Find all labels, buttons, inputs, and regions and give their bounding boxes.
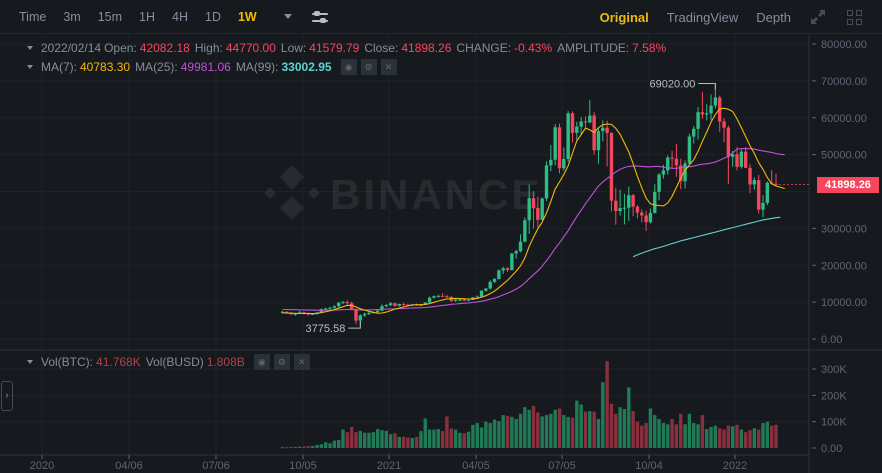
close-label: Close: — [364, 41, 399, 55]
grid-icon[interactable] — [847, 9, 862, 25]
interval-1w[interactable]: 1W — [237, 9, 257, 24]
interval-selector: Time 3m 15m 1H 4H 1D 1W — [0, 10, 328, 24]
svg-text:2022: 2022 — [723, 460, 747, 472]
ma25-value: 49981.06 — [180, 60, 231, 74]
ma99-label: MA(99): — [235, 60, 279, 74]
caret-down-icon[interactable] — [283, 14, 292, 19]
view-tradingview[interactable]: TradingView — [666, 9, 739, 25]
interval-1h[interactable]: 1H — [139, 9, 156, 24]
close-icon[interactable]: ✕ — [293, 354, 310, 370]
svg-text:50000.00: 50000.00 — [821, 150, 867, 162]
svg-text:2020: 2020 — [30, 460, 54, 472]
vol-busd-label: Vol(BUSD) — [145, 355, 204, 369]
svg-text:07/05: 07/05 — [548, 460, 576, 472]
svg-text:30000.00: 30000.00 — [821, 223, 867, 235]
interval-time[interactable]: Time — [19, 9, 47, 24]
settings-icon[interactable]: ⚙ — [360, 59, 377, 75]
open-value: 42082.18 — [139, 41, 190, 55]
expand-icon[interactable] — [809, 8, 827, 26]
svg-text:10/05: 10/05 — [289, 460, 317, 472]
eye-icon[interactable]: ◉ — [340, 59, 357, 75]
binance-watermark: BINANCE — [264, 165, 542, 220]
low-label: Low: — [280, 41, 307, 55]
sliders-icon[interactable] — [311, 10, 328, 24]
close-icon[interactable]: ✕ — [380, 59, 397, 75]
view-selector: Original TradingView Depth — [600, 0, 882, 34]
view-depth[interactable]: Depth — [756, 9, 791, 25]
view-original[interactable]: Original — [599, 9, 649, 25]
svg-text:04/06: 04/06 — [115, 460, 143, 472]
svg-text:60000.00: 60000.00 — [821, 113, 867, 125]
collapse-caret-icon[interactable] — [27, 46, 33, 50]
change-value: -0.43% — [514, 41, 553, 55]
ma25-label: MA(25): — [135, 60, 178, 74]
svg-text:80000.00: 80000.00 — [821, 39, 867, 51]
chart-toolbar: Time 3m 15m 1H 4H 1D 1W Original Trading… — [0, 0, 882, 34]
ohlc-info-bar: 2022/02/14 Open: 42082.18 High: 44770.00 L… — [0, 41, 671, 55]
amplitude-label: AMPLITUDE: — [557, 41, 630, 55]
ma99-value: 33002.95 — [281, 60, 332, 74]
svg-text:20000.00: 20000.00 — [821, 260, 867, 272]
high-label: High: — [194, 41, 223, 55]
collapse-caret-icon[interactable] — [27, 360, 33, 364]
svg-text:0.00: 0.00 — [821, 443, 842, 455]
high-value: 44770.00 — [225, 41, 276, 55]
ma-info-bar: MA(7): 40783.30 MA(25): 49981.06 MA(99): 33… — [0, 59, 397, 75]
svg-text:10/04: 10/04 — [635, 460, 663, 472]
svg-text:100K: 100K — [821, 417, 847, 429]
svg-text:300K: 300K — [821, 364, 847, 376]
svg-text:10000.00: 10000.00 — [821, 297, 867, 309]
svg-text:3775.58: 3775.58 — [306, 323, 346, 335]
change-label: CHANGE: — [456, 41, 512, 55]
volume-info-bar: Vol(BTC): 41.768K Vol(BUSD) 1.808B ◉ ⚙ ✕ — [0, 354, 310, 370]
ohlc-date: 2022/02/14 — [41, 41, 102, 55]
vol-btc-label: Vol(BTC): — [41, 355, 94, 369]
svg-text:2021: 2021 — [377, 460, 401, 472]
svg-text:04/05: 04/05 — [462, 460, 490, 472]
amplitude-value: 7.58% — [632, 41, 667, 55]
interval-3m[interactable]: 3m — [63, 9, 81, 24]
svg-text:07/06: 07/06 — [202, 460, 230, 472]
collapse-caret-icon[interactable] — [27, 65, 33, 69]
vol-btc-value: 41.768K — [96, 355, 141, 369]
open-label: Open: — [104, 41, 137, 55]
svg-text:0.00: 0.00 — [821, 334, 842, 346]
svg-text:69020.00: 69020.00 — [649, 78, 695, 90]
interval-15m[interactable]: 15m — [97, 9, 123, 24]
vol-busd-value: 1.808B — [206, 355, 245, 369]
svg-text:200K: 200K — [821, 390, 847, 402]
eye-icon[interactable]: ◉ — [253, 354, 270, 370]
settings-icon[interactable]: ⚙ — [273, 354, 290, 370]
sidebar-toggle-button[interactable]: › — [1, 381, 13, 411]
low-value: 41579.79 — [309, 41, 360, 55]
svg-text:70000.00: 70000.00 — [821, 76, 867, 88]
svg-text:BINANCE: BINANCE — [330, 171, 542, 218]
interval-4h[interactable]: 4H — [172, 9, 188, 24]
ma7-label: MA(7): — [41, 60, 77, 74]
close-value: 41898.26 — [401, 41, 452, 55]
last-price-tag: 41898.26 — [817, 177, 879, 193]
interval-1d[interactable]: 1D — [205, 9, 221, 24]
ma7-value: 40783.30 — [80, 60, 131, 74]
